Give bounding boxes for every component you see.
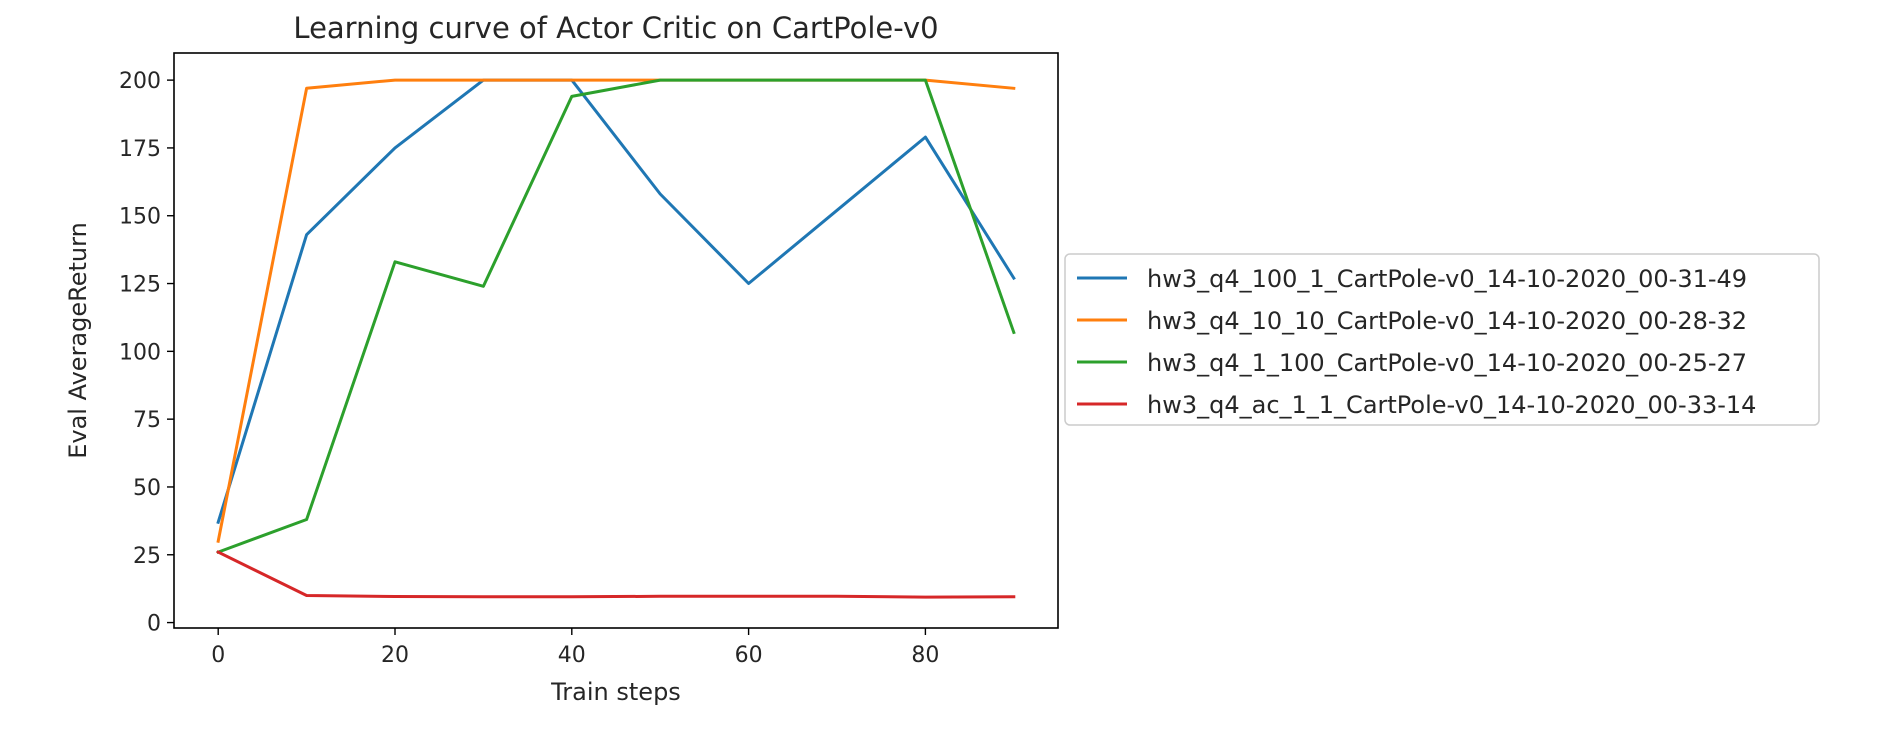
y-tick-label: 100 xyxy=(119,340,161,365)
y-axis-ticks: 0 25 50 75 100 125 150 175 200 xyxy=(119,69,174,637)
legend: hw3_q4_100_1_CartPole-v0_14-10-2020_00-3… xyxy=(1064,253,1820,426)
x-tick-label: 40 xyxy=(558,643,586,668)
x-axis-ticks: 0 20 40 60 80 xyxy=(211,628,939,668)
series-lines xyxy=(216,78,1016,599)
legend-label-1: hw3_q4_100_1_CartPole-v0_14-10-2020_00-3… xyxy=(1147,265,1747,293)
y-tick-label: 200 xyxy=(119,69,161,94)
chart-title: Learning curve of Actor Critic on CartPo… xyxy=(293,11,938,45)
y-tick-label: 50 xyxy=(133,476,161,501)
legend-box xyxy=(1064,253,1820,426)
legend-label-4: hw3_q4_ac_1_1_CartPole-v0_14-10-2020_00-… xyxy=(1147,391,1756,419)
y-tick-label: 0 xyxy=(147,612,161,637)
series-line-1 xyxy=(216,78,1016,525)
series-line-2 xyxy=(216,78,1016,543)
legend-label-3: hw3_q4_1_100_CartPole-v0_14-10-2020_00-2… xyxy=(1147,349,1747,377)
x-tick-label: 0 xyxy=(211,643,225,668)
y-axis-label: Eval AverageReturn xyxy=(64,222,92,459)
y-tick-label: 125 xyxy=(119,273,161,298)
legend-label-2: hw3_q4_10_10_CartPole-v0_14-10-2020_00-2… xyxy=(1147,307,1747,335)
series-line-4 xyxy=(216,550,1016,599)
y-tick-label: 25 xyxy=(133,544,161,569)
x-axis-label: Train steps xyxy=(550,678,681,706)
plot-frame xyxy=(173,52,1059,629)
x-tick-label: 60 xyxy=(735,643,763,668)
series-line-3 xyxy=(216,78,1016,555)
x-tick-label: 20 xyxy=(381,643,409,668)
x-tick-label: 80 xyxy=(911,643,939,668)
y-tick-label: 150 xyxy=(119,205,161,230)
y-tick-label: 75 xyxy=(133,408,161,433)
y-tick-label: 175 xyxy=(119,137,161,162)
